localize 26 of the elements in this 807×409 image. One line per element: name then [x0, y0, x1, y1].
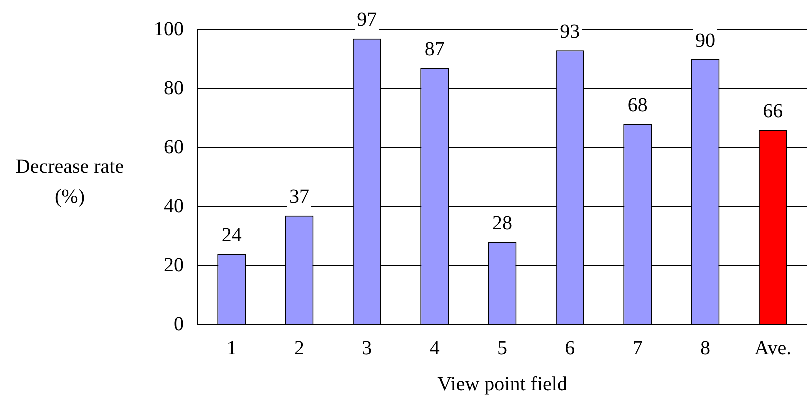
data-label: 68	[628, 94, 648, 117]
x-tick-label: 5	[498, 337, 508, 360]
data-label: 24	[222, 224, 242, 246]
data-label: 28	[492, 212, 512, 235]
y-tick-label: 0	[174, 313, 184, 336]
data-label: 93	[560, 20, 580, 43]
y-tick-label: 40	[164, 195, 184, 218]
data-label: 37	[290, 186, 310, 208]
y-axis-title: Decrease rate (%)	[16, 156, 124, 208]
x-tick-label: 2	[294, 337, 304, 360]
y-tick-label: 100	[154, 18, 184, 40]
x-tick-label: Ave.	[754, 337, 792, 360]
x-tick-label: 6	[565, 337, 576, 360]
y-tick-label: 80	[164, 77, 184, 100]
x-tick-label: 7	[632, 337, 643, 360]
x-tick-label: 3	[362, 337, 372, 360]
data-label: 66	[763, 100, 784, 123]
y-tick-label: 20	[164, 254, 184, 276]
x-axis-title: View point field	[438, 373, 568, 396]
data-label: 90	[696, 30, 716, 52]
x-tick-label: 8	[700, 337, 710, 360]
x-tick-label: 4	[430, 337, 440, 360]
data-label: 87	[424, 38, 445, 61]
data-label: 97	[357, 9, 378, 32]
y-tick-label: 60	[164, 136, 184, 158]
x-tick-label: 1	[226, 337, 237, 360]
